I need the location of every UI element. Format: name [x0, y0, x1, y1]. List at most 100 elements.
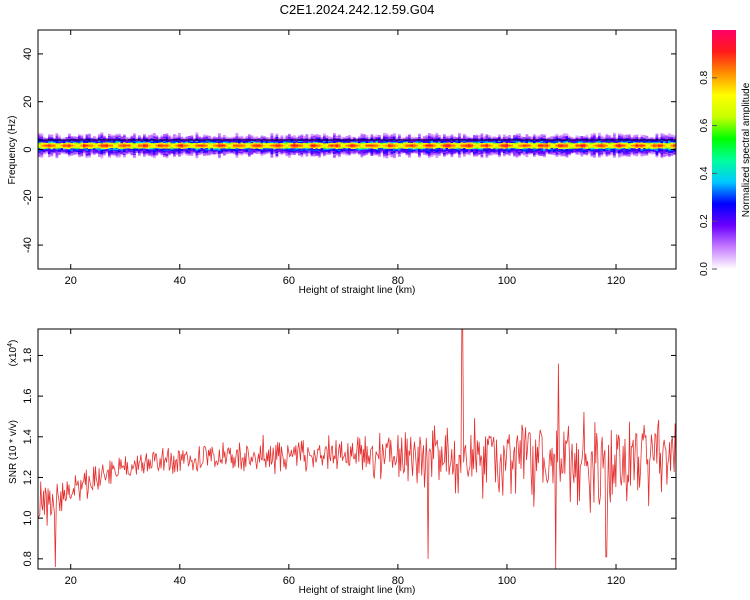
heatmap-cell	[153, 154, 156, 157]
heatmap-cell	[343, 142, 346, 144]
heatmap-cell	[38, 135, 41, 137]
heatmap-cell	[473, 148, 476, 151]
heatmap-cell	[318, 141, 321, 143]
heatmap-cell	[640, 134, 644, 136]
heatmap-cell	[458, 151, 461, 153]
heatmap-cell	[548, 145, 551, 147]
heatmap-cell	[63, 152, 66, 154]
heatmap-cell	[428, 142, 431, 145]
heatmap-cell	[175, 135, 179, 137]
heatmap-cell	[208, 141, 211, 143]
heatmap-cell	[88, 135, 91, 138]
heatmap-cell	[385, 152, 389, 155]
heatmap-cell	[570, 146, 574, 148]
heatmap-cell	[310, 152, 314, 154]
heatmap-cell	[135, 143, 139, 146]
heatmap-cell	[398, 140, 401, 142]
heatmap-cell	[393, 136, 396, 138]
heatmap-cell	[343, 150, 346, 152]
heatmap-cell	[108, 141, 111, 143]
heatmap-cell	[293, 152, 296, 154]
heatmap-cell	[475, 135, 479, 138]
heatmap-cell	[663, 147, 666, 149]
heatmap-cell	[385, 148, 389, 150]
heatmap-cell	[48, 134, 51, 136]
heatmap-cell	[495, 150, 499, 152]
heatmap-cell	[78, 135, 81, 137]
heatmap-cell	[635, 147, 639, 149]
heatmap-cell	[318, 149, 321, 152]
heatmap-cell	[218, 133, 221, 135]
heatmap-cell	[568, 147, 571, 149]
y-tick-label: 0	[22, 146, 34, 152]
heatmap-cell	[443, 143, 446, 146]
heatmap-cell	[533, 134, 536, 136]
heatmap-cell	[600, 144, 604, 146]
heatmap-cell	[338, 135, 341, 137]
heatmap-cell	[295, 145, 299, 147]
heatmap-cell	[273, 139, 276, 142]
heatmap-cell	[575, 152, 579, 154]
heatmap-cell	[260, 136, 264, 138]
heatmap-cell	[170, 136, 174, 138]
heatmap-cell	[293, 150, 296, 152]
heatmap-cell	[263, 138, 266, 140]
heatmap-cell	[290, 150, 294, 152]
heatmap-cell	[280, 152, 284, 154]
heatmap-cell	[345, 148, 349, 151]
heatmap-cell	[170, 152, 174, 155]
heatmap-cell	[110, 151, 114, 153]
heatmap-cell	[155, 136, 159, 138]
heatmap-cell	[98, 133, 101, 136]
heatmap-cell	[100, 135, 104, 137]
heatmap-cell	[523, 137, 526, 139]
heatmap-cell	[65, 141, 69, 143]
heatmap-cell	[518, 152, 521, 155]
heatmap-cell	[263, 152, 266, 154]
heatmap-cell	[123, 147, 126, 149]
heatmap-cell	[118, 152, 121, 155]
heatmap-cell	[98, 151, 101, 153]
heatmap-cell	[210, 140, 214, 142]
heatmap-cell	[38, 147, 41, 150]
heatmap-cell	[233, 141, 236, 143]
heatmap-cell	[445, 144, 449, 146]
heatmap-cell	[538, 148, 541, 150]
heatmap-cell	[313, 136, 316, 139]
heatmap-cell	[270, 153, 274, 155]
heatmap-cell	[300, 147, 304, 149]
heatmap-cell	[218, 146, 221, 148]
heatmap-cell	[655, 154, 659, 157]
heatmap-cell	[193, 140, 196, 142]
heatmap-cell	[50, 143, 54, 145]
heatmap-cell	[205, 142, 209, 144]
heatmap-cell	[173, 150, 176, 152]
heatmap-cell	[583, 151, 586, 153]
heatmap-cell	[620, 150, 624, 153]
heatmap-cell	[448, 150, 451, 153]
heatmap-cell	[463, 154, 466, 156]
heatmap-cell	[395, 151, 399, 154]
heatmap-cell	[275, 147, 279, 149]
heatmap-cell	[363, 148, 366, 150]
heatmap-cell	[363, 144, 366, 147]
heatmap-cell	[530, 139, 534, 142]
heatmap-cell	[118, 135, 121, 138]
heatmap-cell	[358, 138, 361, 140]
heatmap-cell	[645, 153, 649, 155]
heatmap-cell	[323, 144, 326, 146]
heatmap-cell	[598, 152, 601, 154]
heatmap-cell	[513, 137, 516, 139]
heatmap-cell	[270, 151, 274, 153]
heatmap-cell	[213, 150, 216, 152]
heatmap-cell	[218, 147, 221, 149]
heatmap-cell	[658, 147, 661, 150]
heatmap-cell	[525, 138, 529, 140]
heatmap-cell	[643, 154, 646, 156]
heatmap-cell	[255, 147, 259, 149]
heatmap-cell	[655, 143, 659, 145]
heatmap-cell	[495, 152, 499, 154]
heatmap-cell	[315, 147, 319, 149]
heatmap-cell	[430, 155, 434, 157]
heatmap-cell	[115, 135, 119, 138]
